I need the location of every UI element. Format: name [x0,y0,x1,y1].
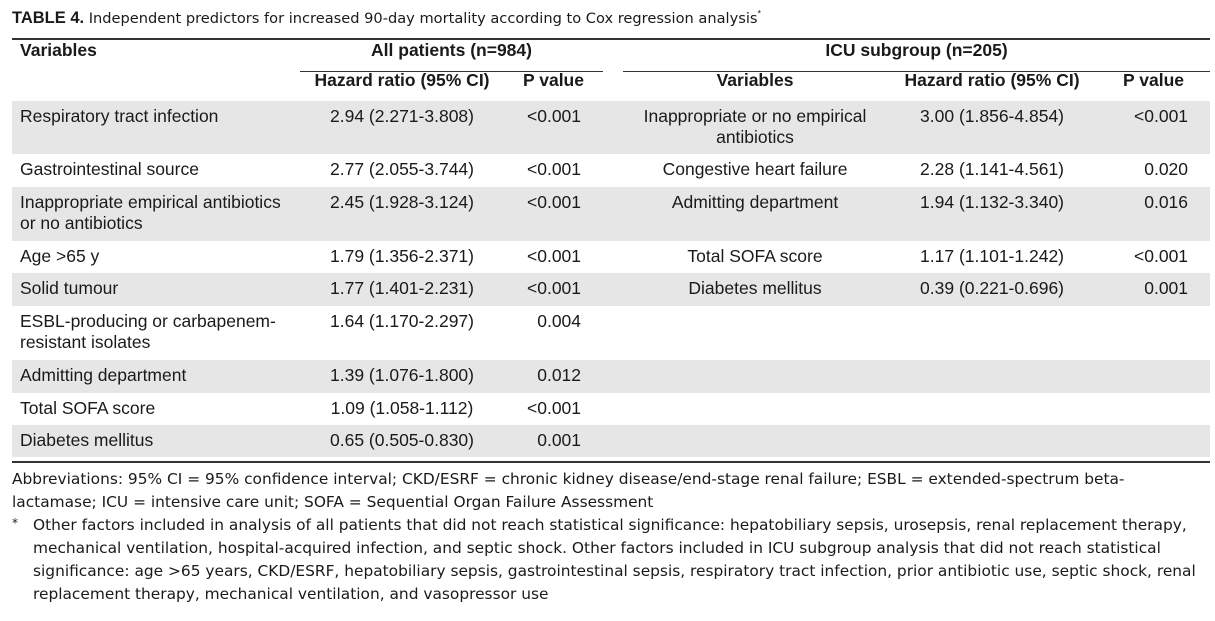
p-value-cell: <0.001 [504,154,603,187]
icu-p-value-cell [1097,393,1210,425]
table-caption: TABLE 4. Independent predictors for incr… [12,7,761,30]
icu-hazard-ratio-cell: 3.00 (1.856-4.854) [887,101,1097,154]
icu-subgroup-header: ICU subgroup (n=205) [623,40,1210,70]
icu-hazard-ratio-cell [887,393,1097,425]
icu-hazard-ratio-cell [887,425,1097,457]
caption-footnote-marker: * [757,9,761,19]
hazard-ratio-cell: 1.64 (1.170-2.297) [300,306,504,360]
icu-p-value-cell [1097,425,1210,457]
icu-p-value-cell: <0.001 [1097,241,1210,273]
footnote-marker: * [12,512,18,535]
footnote: * Other factors included in analysis of … [12,514,1207,606]
icu-hazard-ratio-cell: 1.94 (1.132-3.340) [887,187,1097,241]
hazard-ratio-cell: 2.94 (2.271-3.808) [300,101,504,154]
p-value-cell: 0.004 [504,306,603,360]
footnote-text: Other factors included in analysis of al… [33,516,1196,603]
hazard-ratio-cell: 1.77 (1.401-2.231) [300,273,504,306]
table-row: Inappropriate empirical antibiotics or n… [12,187,1210,241]
gap-cell [603,306,623,360]
mortality-predictors-table: Variables All patients (n=984) ICU subgr… [12,40,1210,457]
variable-cell: Gastrointestinal source [12,154,300,187]
table-label: TABLE 4. [12,9,84,27]
icu-variable-cell [623,425,887,457]
hazard-ratio-cell: 2.45 (1.928-3.124) [300,187,504,241]
bottom-rule [12,461,1210,463]
hazard-ratio-cell: 1.09 (1.058-1.112) [300,393,504,425]
gap-cell [603,393,623,425]
icu-p-value-cell: 0.001 [1097,273,1210,306]
hazard-ratio-cell: 2.77 (2.055-3.744) [300,154,504,187]
p-value-cell: <0.001 [504,101,603,154]
table-row: Diabetes mellitus 0.65 (0.505-0.830) 0.001 [12,425,1210,457]
icu-variable-cell [623,306,887,360]
icu-hazard-ratio-header: Hazard ratio (95% CI) [887,70,1097,101]
all-patients-header: All patients (n=984) [300,40,603,70]
icu-p-value-cell [1097,306,1210,360]
hazard-ratio-cell: 0.65 (0.505-0.830) [300,425,504,457]
table-row: Admitting department 1.39 (1.076-1.800) 0.… [12,360,1210,393]
p-value-cell: 0.001 [504,425,603,457]
icu-p-value-cell: 0.020 [1097,154,1210,187]
table-notes: Abbreviations: 95% CI = 95% confidence i… [12,468,1207,606]
icu-variables-header: Variables [623,70,887,101]
p-value-cell: <0.001 [504,241,603,273]
icu-variable-cell: Congestive heart failure [623,154,887,187]
variable-cell: Solid tumour [12,273,300,306]
table-row: Total SOFA score 1.09 (1.058-1.112) <0.001 [12,393,1210,425]
variable-cell: Total SOFA score [12,393,300,425]
variable-cell: ESBL-producing or carbapenem-resistant i… [12,306,300,360]
table-row: Respiratory tract infection 2.94 (2.271-3… [12,101,1210,154]
header-row-columns: Hazard ratio (95% CI) P value Variables … [12,70,1210,101]
gap-cell [603,187,623,241]
icu-p-value-cell [1097,360,1210,393]
icu-variable-cell: Inappropriate or no empirical antibiotic… [623,101,887,154]
hazard-ratio-header: Hazard ratio (95% CI) [300,70,504,101]
gap-cell [603,425,623,457]
variable-cell: Admitting department [12,360,300,393]
icu-variable-cell [623,360,887,393]
variable-cell: Respiratory tract infection [12,101,300,154]
icu-p-value-cell: <0.001 [1097,101,1210,154]
p-value-cell: 0.012 [504,360,603,393]
table-row: Gastrointestinal source 2.77 (2.055-3.744… [12,154,1210,187]
icu-variable-cell: Admitting department [623,187,887,241]
p-value-cell: <0.001 [504,393,603,425]
icu-p-value-cell: 0.016 [1097,187,1210,241]
table-row: Age >65 y 1.79 (1.356-2.371) <0.001 Total S… [12,241,1210,273]
icu-hazard-ratio-cell [887,306,1097,360]
variable-cell: Diabetes mellitus [12,425,300,457]
variable-cell: Age >65 y [12,241,300,273]
icu-p-value-header: P value [1097,70,1210,101]
hazard-ratio-cell: 1.39 (1.076-1.800) [300,360,504,393]
gap-cell [603,360,623,393]
icu-hazard-ratio-cell: 2.28 (1.141-4.561) [887,154,1097,187]
table-row: Solid tumour 1.77 (1.401-2.231) <0.001 Diab… [12,273,1210,306]
variable-cell: Inappropriate empirical antibiotics or n… [12,187,300,241]
abbreviations-note: Abbreviations: 95% CI = 95% confidence i… [12,468,1207,514]
gap-cell [603,154,623,187]
gap-cell [603,273,623,306]
gap-cell [603,241,623,273]
table-title: Independent predictors for increased 90-… [89,10,758,27]
p-value-cell: <0.001 [504,187,603,241]
icu-hazard-ratio-cell: 0.39 (0.221-0.696) [887,273,1097,306]
icu-variable-cell: Diabetes mellitus [623,273,887,306]
table-row: ESBL-producing or carbapenem-resistant i… [12,306,1210,360]
variables-header: Variables [12,40,300,70]
gap-cell [603,101,623,154]
header-row-groups: Variables All patients (n=984) ICU subgr… [12,40,1210,70]
icu-hazard-ratio-cell [887,360,1097,393]
icu-hazard-ratio-cell: 1.17 (1.101-1.242) [887,241,1097,273]
icu-variable-cell [623,393,887,425]
hazard-ratio-cell: 1.79 (1.356-2.371) [300,241,504,273]
p-value-header: P value [504,70,603,101]
icu-variable-cell: Total SOFA score [623,241,887,273]
p-value-cell: <0.001 [504,273,603,306]
